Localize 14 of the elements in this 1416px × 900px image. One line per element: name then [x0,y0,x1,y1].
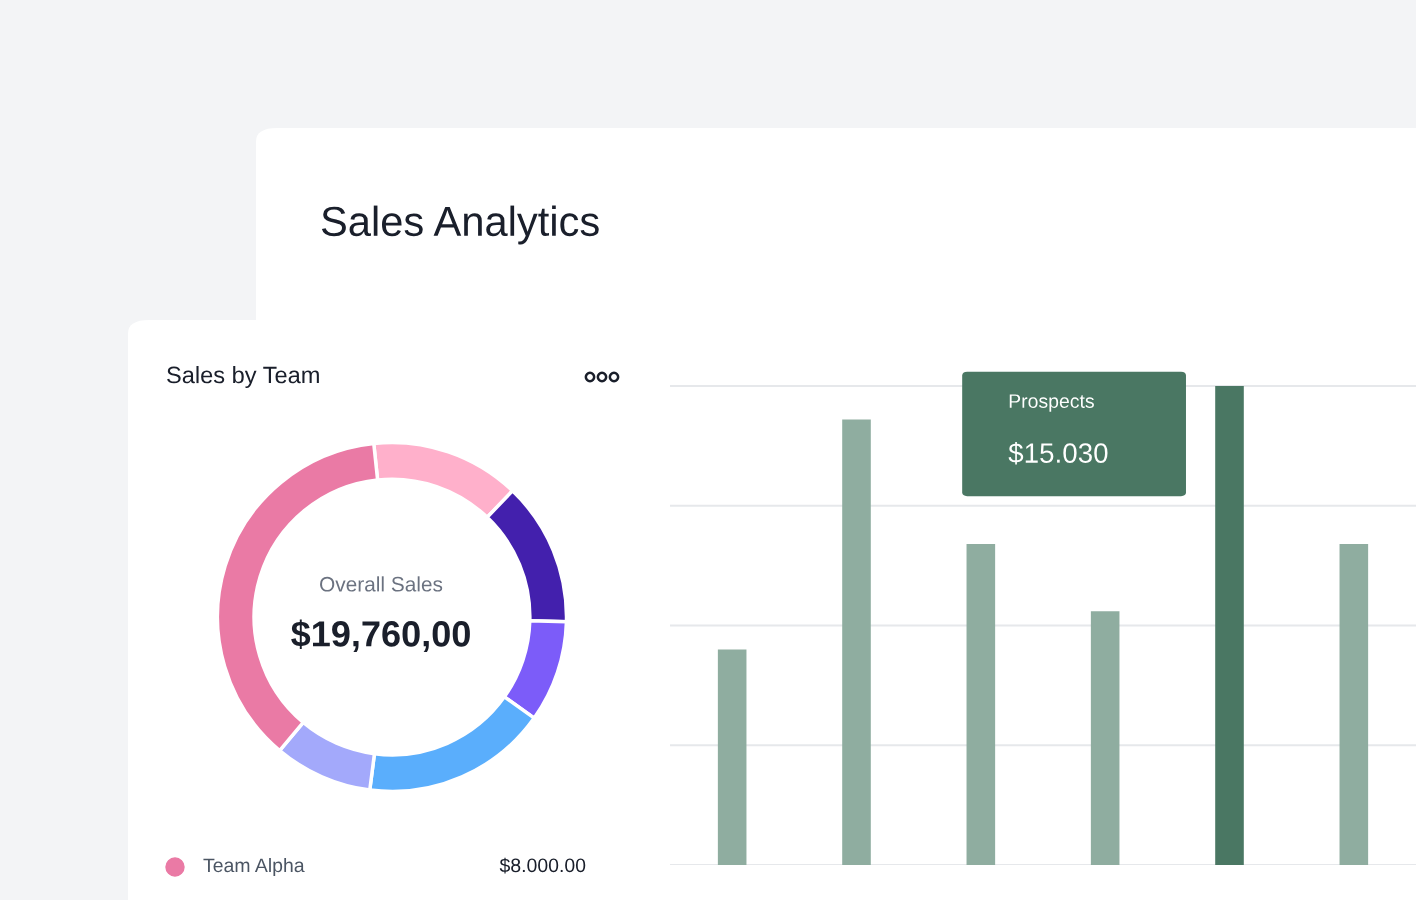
data-label: $8.000.00 [499,857,586,874]
legend-label: Team Alpha [203,857,305,877]
annotation: $15.030 [1008,442,1108,465]
bar [1339,544,1369,865]
bar [717,649,747,865]
bar [1090,611,1120,865]
chart-title: Sales Analytics [321,205,599,245]
text: Overall Sales [320,576,443,592]
text: $19,760,00 [291,619,470,652]
chart-title: Sales by Team [167,365,319,388]
bar [966,544,996,865]
annotation: Prospects [1009,394,1094,412]
bar [1215,386,1244,865]
bar [842,419,871,865]
